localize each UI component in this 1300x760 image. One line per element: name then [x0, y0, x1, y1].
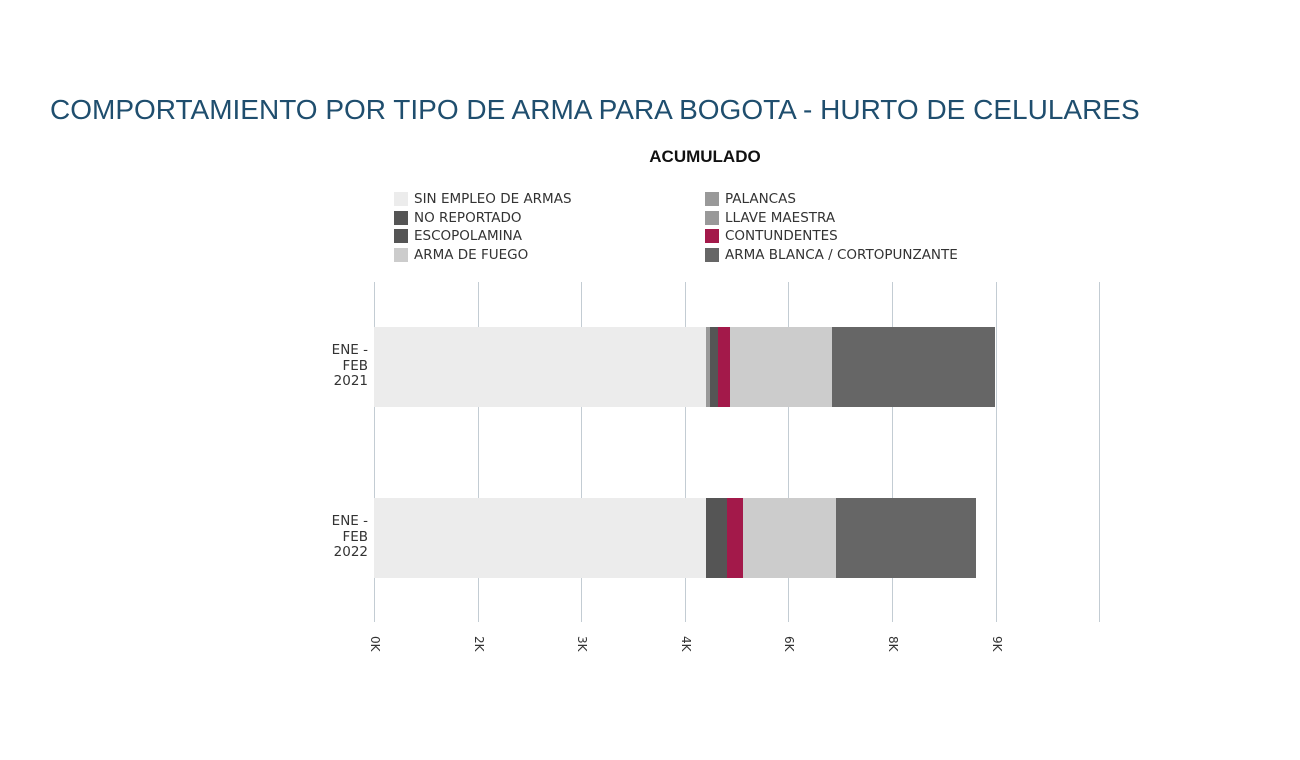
- gridline: [684, 282, 686, 622]
- bar-segment[interactable]: [718, 327, 731, 407]
- gridline: [788, 282, 790, 622]
- legend-label: ESCOPOLAMINA: [414, 228, 522, 245]
- y-label-line: FEB: [342, 528, 368, 545]
- legend-label: ARMA DE FUEGO: [414, 246, 529, 263]
- legend-swatch-icon: [394, 192, 408, 207]
- legend-label: ARMA BLANCA / CORTOPUNZANTE: [725, 246, 958, 263]
- bar-segment[interactable]: [730, 327, 833, 407]
- legend-swatch-icon: [394, 210, 408, 225]
- legend-item[interactable]: ARMA BLANCA / CORTOPUNZANTE: [705, 246, 958, 265]
- legend-label: PALANCAS: [725, 191, 796, 208]
- bar-segment[interactable]: [710, 327, 715, 407]
- y-label-2021: ENE - FEB 2021: [331, 342, 368, 390]
- chart-subtitle: ACUMULADO: [649, 147, 761, 166]
- legend-swatch-icon: [705, 192, 719, 207]
- legend-item[interactable]: NO REPORTADO: [394, 209, 572, 228]
- legend-swatch-icon: [705, 247, 719, 262]
- legend-label: NO REPORTADO: [414, 209, 522, 226]
- bar-2022[interactable]: [374, 498, 977, 578]
- gridline: [581, 282, 583, 622]
- y-label-line: ENE -: [331, 513, 368, 529]
- bar-segment[interactable]: [836, 498, 977, 578]
- y-label-2022: ENE - FEB 2022: [331, 513, 368, 561]
- x-tick-label: 0K: [368, 636, 382, 652]
- legend-item[interactable]: ESCOPOLAMINA: [394, 227, 572, 246]
- legend-label: SIN EMPLEO DE ARMAS: [414, 191, 572, 208]
- legend-item[interactable]: ARMA DE FUEGO: [394, 246, 572, 265]
- y-label-line: FEB: [342, 357, 368, 374]
- gridline: [477, 282, 479, 622]
- x-tick-label: 9K: [989, 636, 1004, 652]
- legend-swatch-icon: [705, 210, 719, 225]
- y-label-line: 2021: [333, 373, 368, 389]
- chart-title: COMPORTAMIENTO POR TIPO DE ARMA PARA BOG…: [50, 94, 1140, 125]
- legend-item[interactable]: CONTUNDENTES: [705, 227, 958, 246]
- bar-segment[interactable]: [832, 327, 996, 407]
- x-tick-label: 2K: [471, 636, 486, 652]
- legend-item[interactable]: LLAVE MAESTRA: [705, 209, 958, 228]
- gridline: [374, 282, 375, 622]
- y-label-line: 2022: [333, 544, 368, 560]
- x-tick-label: 3K: [575, 636, 590, 652]
- legend-label: CONTUNDENTES: [725, 228, 838, 245]
- gridline: [1099, 282, 1101, 622]
- bar-segment[interactable]: [374, 327, 707, 407]
- legend-item[interactable]: SIN EMPLEO DE ARMAS: [394, 190, 572, 209]
- plot-area: [374, 282, 1101, 622]
- legend-swatch-icon: [705, 229, 719, 244]
- legend-right: PALANCAS LLAVE MAESTRA CONTUNDENTES ARMA BL…: [705, 190, 958, 264]
- bar-segment[interactable]: [708, 327, 711, 407]
- gridline: [995, 282, 997, 622]
- x-tick-label: 4K: [678, 636, 693, 652]
- bar-segment[interactable]: [706, 498, 728, 578]
- legend-label: LLAVE MAESTRA: [725, 209, 836, 226]
- x-tick-label: 8K: [886, 636, 900, 652]
- y-label-line: ENE -: [331, 342, 368, 358]
- gridline: [892, 282, 893, 622]
- bar-2021[interactable]: [374, 327, 996, 407]
- bar-segment[interactable]: [374, 498, 707, 578]
- bar-segment[interactable]: [743, 498, 837, 578]
- legend-left: SIN EMPLEO DE ARMAS NO REPORTADO ESCOPOLAM…: [394, 190, 572, 264]
- x-tick-label: 6K: [782, 636, 797, 652]
- legend-swatch-icon: [394, 247, 408, 262]
- legend-item[interactable]: PALANCAS: [705, 190, 958, 209]
- bar-segment[interactable]: [706, 327, 709, 407]
- bar-segment[interactable]: [714, 327, 719, 407]
- bar-segment[interactable]: [727, 498, 744, 578]
- legend-swatch-icon: [394, 229, 408, 244]
